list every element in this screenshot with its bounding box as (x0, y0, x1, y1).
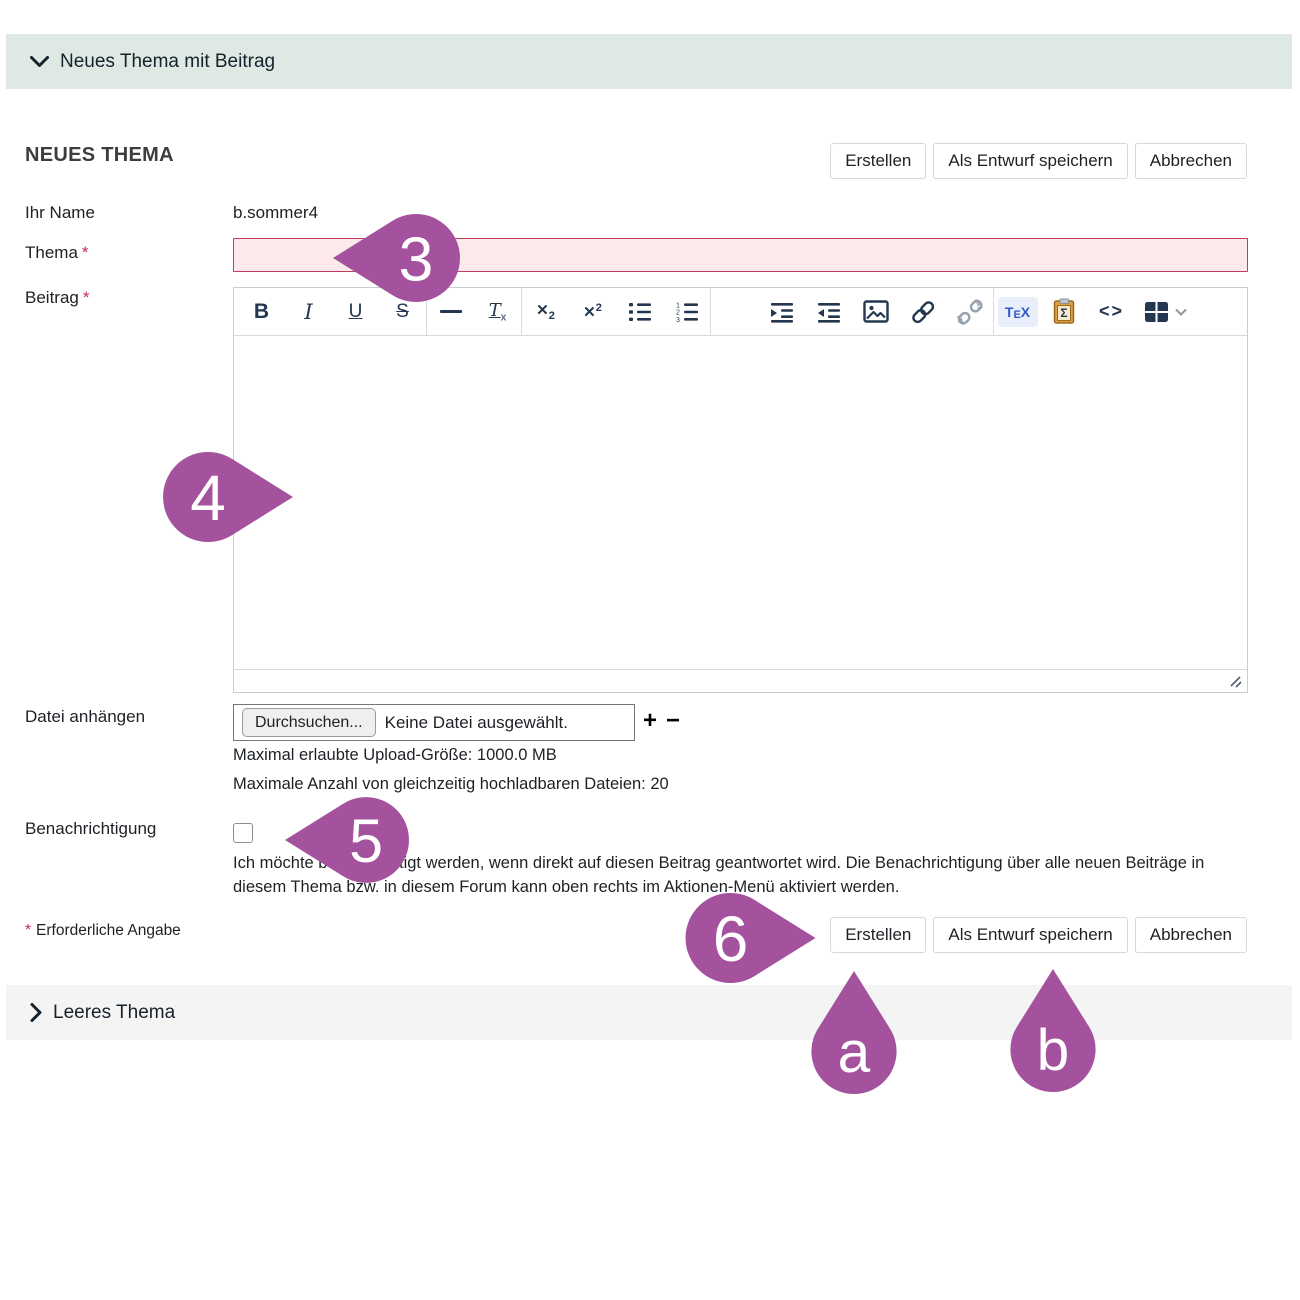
save-draft-button[interactable]: Als Entwurf speichern (933, 143, 1128, 179)
svg-text:4: 4 (190, 462, 226, 534)
accordion-title: Leeres Thema (53, 1001, 176, 1023)
indent-button[interactable] (758, 288, 805, 335)
bullet-list-icon (628, 302, 651, 321)
superscript-button[interactable]: ✕2 (569, 288, 616, 335)
code-icon: <> (1098, 301, 1125, 321)
page-title: NEUES THEMA (25, 144, 174, 166)
accordion-empty-topic[interactable]: Leeres Thema (6, 985, 1292, 1040)
svg-text:Σ: Σ (1060, 306, 1067, 320)
underline-button[interactable]: U (348, 300, 363, 322)
editor-statusbar (234, 669, 1247, 692)
name-value: b.sommer4 (233, 203, 319, 222)
topic-label: Thema * (25, 243, 89, 262)
required-asterisk: * (82, 288, 90, 307)
required-asterisk: * (81, 243, 89, 262)
create-button[interactable]: Erstellen (830, 917, 927, 953)
table-button[interactable] (1135, 288, 1195, 335)
image-icon (862, 300, 889, 323)
chevron-down-icon (30, 55, 49, 67)
svg-text:3: 3 (676, 317, 680, 323)
horizontal-rule-icon (439, 310, 462, 313)
subscript-icon: ✕2 (536, 302, 555, 322)
table-icon (1144, 301, 1168, 322)
notification-description: Ich möchte benachrichtigt werden, wenn d… (233, 854, 1205, 896)
svg-text:6: 6 (713, 903, 749, 975)
code-button[interactable]: <> (1088, 288, 1135, 335)
insert-link-button[interactable] (899, 288, 946, 335)
accordion-title: Neues Thema mit Beitrag (60, 50, 276, 72)
max-upload-size-note: Maximal erlaubte Upload-Größe: 1000.0 MB (233, 746, 557, 764)
blockquote-icon: ” (722, 301, 747, 323)
svg-text:b: b (1037, 1018, 1070, 1083)
clipboard-sigma-icon: Σ (1053, 298, 1075, 324)
message-label: Beitrag * (25, 288, 90, 307)
browse-button[interactable]: Durchsuchen... (242, 708, 376, 737)
unlink-button[interactable] (946, 288, 993, 335)
annotation-marker-3: 3 (333, 214, 460, 302)
blockquote-button[interactable]: ” (711, 288, 758, 335)
link-icon (911, 300, 934, 323)
required-note: * Erforderliche Angabe (25, 922, 181, 939)
annotation-marker-4: 4 (163, 452, 293, 542)
bottom-action-buttons: Erstellen Als Entwurf speichern Abbreche… (830, 917, 1247, 953)
remove-format-icon: Tx (488, 299, 507, 324)
no-file-text: Keine Datei ausgewählt. (384, 712, 568, 732)
bold-button[interactable]: B (253, 299, 270, 323)
message-textarea[interactable] (234, 336, 1247, 669)
annotation-marker-a: a (811, 971, 897, 1094)
toolbar-separator (521, 288, 522, 335)
remove-file-button[interactable]: − (666, 707, 681, 734)
unlink-icon (956, 298, 983, 325)
save-draft-button[interactable]: Als Entwurf speichern (933, 917, 1128, 953)
horizontal-rule-button[interactable] (427, 288, 474, 335)
max-file-count-note: Maximale Anzahl von gleichzeitig hochlad… (233, 775, 669, 793)
editor-toolbar: B I U S Tx ✕2 ✕2 (234, 288, 1247, 336)
cancel-button[interactable]: Abbrechen (1134, 143, 1247, 179)
toolbar-separator (993, 288, 994, 335)
create-button[interactable]: Erstellen (830, 143, 927, 179)
svg-text:2: 2 (676, 309, 680, 316)
insert-image-button[interactable] (852, 288, 899, 335)
accordion-new-topic-with-post[interactable]: Neues Thema mit Beitrag (6, 34, 1292, 89)
name-label: Ihr Name (25, 203, 95, 222)
top-action-buttons: Erstellen Als Entwurf speichern Abbreche… (830, 143, 1247, 179)
strikethrough-button[interactable]: S (396, 300, 409, 322)
svg-text:1: 1 (676, 302, 680, 309)
toolbar-separator (426, 288, 427, 335)
bullet-list-button[interactable] (616, 288, 663, 335)
subscript-button[interactable]: ✕2 (522, 288, 569, 335)
svg-text:3: 3 (399, 224, 434, 294)
indent-icon (770, 302, 793, 323)
remove-format-button[interactable]: Tx (474, 288, 521, 335)
annotation-marker-5: 5 (285, 797, 409, 883)
italic-button[interactable]: I (304, 299, 313, 324)
superscript-icon: ✕2 (583, 302, 602, 321)
file-input[interactable]: Durchsuchen... Keine Datei ausgewählt. (233, 704, 635, 741)
chevron-down-icon (1174, 308, 1187, 316)
rich-text-editor: B I U S Tx ✕2 ✕2 (233, 287, 1248, 693)
required-asterisk: * (25, 922, 32, 939)
resize-handle[interactable] (1228, 674, 1242, 688)
paste-formula-button[interactable]: Σ (1041, 288, 1088, 335)
numbered-list-icon: 123 (676, 302, 698, 323)
notification-label: Benachrichtigung (25, 819, 157, 838)
annotation-marker-b: b (1010, 969, 1096, 1092)
annotation-marker-6: 6 (685, 893, 816, 983)
svg-text:5: 5 (349, 807, 383, 875)
add-file-button[interactable]: + (643, 707, 658, 734)
outdent-button[interactable] (805, 288, 852, 335)
cancel-button[interactable]: Abbrechen (1134, 917, 1247, 953)
outdent-icon (817, 302, 840, 323)
chevron-right-icon (30, 1003, 42, 1022)
notification-checkbox[interactable] (233, 823, 253, 843)
svg-text:a: a (838, 1020, 871, 1085)
toolbar-separator (710, 288, 711, 335)
attachment-label: Datei anhängen (25, 707, 146, 726)
